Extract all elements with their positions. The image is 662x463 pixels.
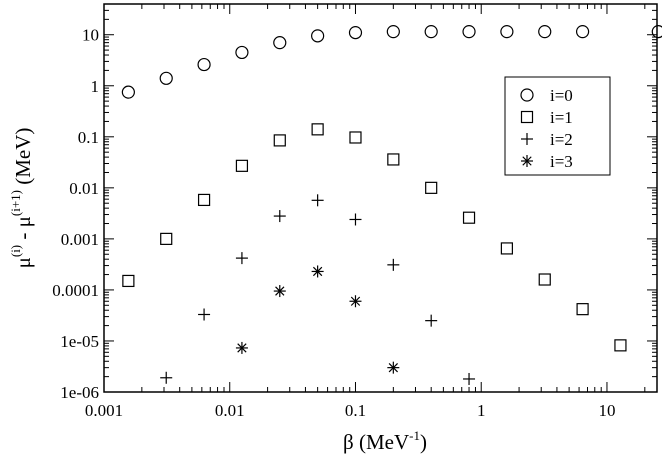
data-point-asterisk <box>273 285 286 298</box>
x-axis-label: β (MeV-1) <box>343 428 427 454</box>
data-point-asterisk <box>349 295 362 308</box>
data-point-square <box>614 339 627 352</box>
y-tick-label: 1 <box>91 77 100 96</box>
x-tick-label: 0.1 <box>345 401 366 420</box>
data-point-circle <box>121 85 135 99</box>
data-point-plus <box>425 314 438 327</box>
data-point-square <box>235 159 249 172</box>
data-point-square <box>197 193 211 207</box>
y-tick-label: 0.0001 <box>52 281 99 300</box>
y-tick-label: 1e-05 <box>60 332 99 351</box>
data-point-plus <box>311 194 324 207</box>
data-point-circle <box>538 25 552 39</box>
y-tick-label: 10 <box>82 26 99 45</box>
data-point-circle <box>235 45 249 60</box>
data-point-square <box>349 131 362 144</box>
data-point-asterisk <box>387 361 400 374</box>
data-point-asterisk <box>235 341 248 354</box>
data-point-circle <box>575 25 590 39</box>
plot-frame <box>103 3 658 393</box>
data-point-square <box>122 274 135 288</box>
legend-label-i0: i=0 <box>550 86 573 105</box>
data-point-plus <box>160 371 173 384</box>
legend-marker-circle <box>520 88 534 102</box>
data-point-circle <box>159 71 173 85</box>
x-tick-label: 1 <box>477 401 486 420</box>
y-axis-label: μ(i) - μ(i+1) (MeV) <box>8 128 35 269</box>
axis-ticks <box>103 3 657 393</box>
y-tick-label: 1e-06 <box>60 383 99 402</box>
data-point-plus <box>463 372 476 385</box>
data-point-square <box>538 273 551 286</box>
x-tick-label: 0.01 <box>215 401 245 420</box>
legend-marker-asterisk <box>521 155 533 167</box>
y-tick-label: 0.01 <box>69 179 99 198</box>
axis-tick-labels: 0.001 0.01 0.1 1 10 1e-06 1e-05 0.0001 0.001 0.01… <box>52 26 615 420</box>
legend-markers <box>520 88 534 167</box>
legend-label-i3: i=3 <box>550 152 573 171</box>
legend-label-i1: i=1 <box>550 108 573 127</box>
legend-marker-square <box>520 110 534 124</box>
data-point-circle <box>386 25 400 39</box>
data-point-square <box>387 153 400 166</box>
data-point-square <box>462 211 476 224</box>
data-point-circle <box>424 25 438 39</box>
data-point-asterisk <box>311 265 324 278</box>
data-point-circle <box>311 29 325 43</box>
data-point-circle <box>500 25 514 39</box>
x-tick-label: 0.001 <box>85 401 123 420</box>
data-point-square <box>425 181 438 194</box>
data-point-square <box>576 303 589 316</box>
data-point-plus <box>273 210 286 223</box>
y-tick-label: 0.1 <box>78 128 99 147</box>
data-point-plus <box>198 308 211 321</box>
data-point-square <box>160 232 173 245</box>
data-point-square <box>273 134 286 147</box>
data-point-plus <box>349 213 362 226</box>
data-point-circle <box>462 25 476 39</box>
y-tick-label: 0.001 <box>61 230 99 249</box>
data-point-circle <box>651 25 662 39</box>
data-point-square <box>500 242 513 255</box>
data-point-circle <box>197 57 211 72</box>
data-point-plus <box>235 252 248 265</box>
legend: i=0 i=1 i=2 i=3 <box>504 76 611 176</box>
data-point-square <box>311 123 324 136</box>
data-point-circle <box>348 26 363 40</box>
x-tick-label: 10 <box>598 401 615 420</box>
legend-marker-plus <box>521 133 533 145</box>
data-point-plus <box>387 258 400 271</box>
data-points <box>121 25 662 385</box>
legend-label-i2: i=2 <box>550 130 573 149</box>
data-point-circle <box>273 36 287 50</box>
legend-box <box>504 76 611 176</box>
